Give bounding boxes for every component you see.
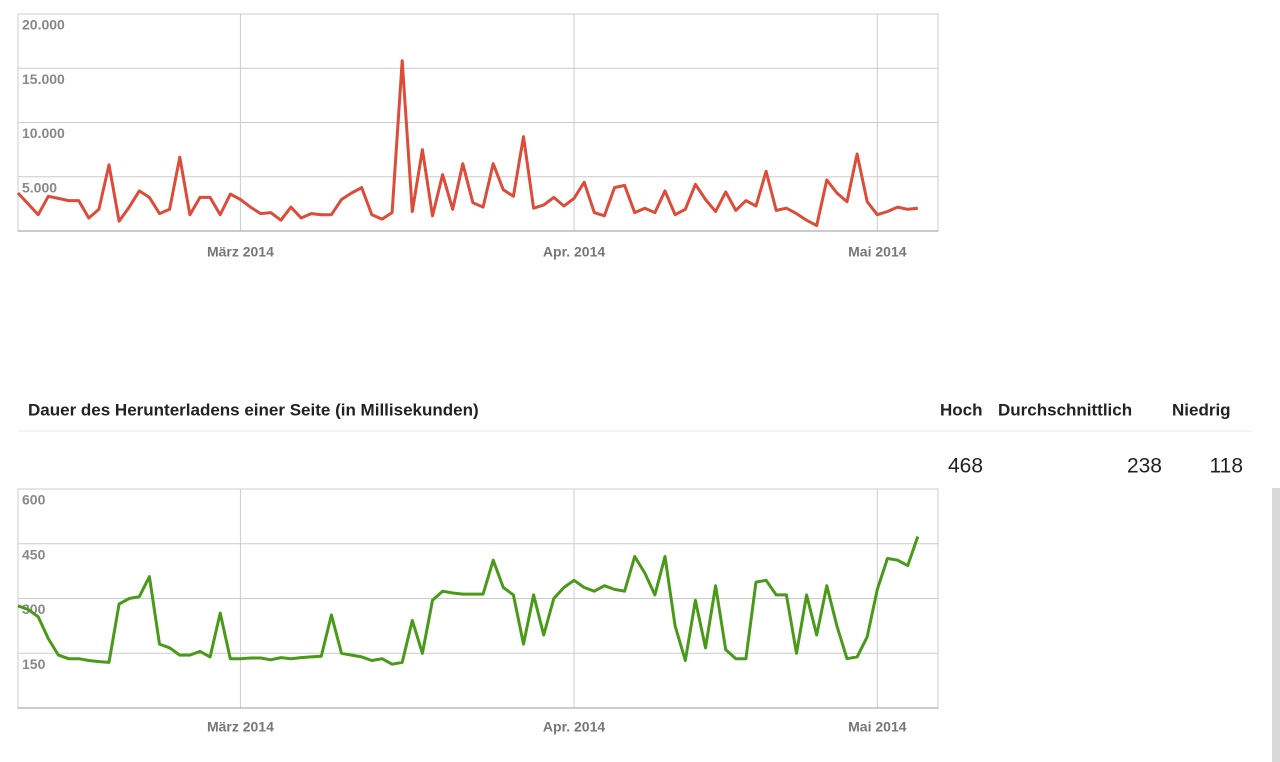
y-tick-label: 5.000	[22, 179, 57, 195]
x-tick-label: Apr. 2014	[543, 719, 605, 735]
x-tick-label: März 2014	[207, 719, 274, 735]
stat-header: Hoch	[940, 400, 983, 419]
data-line	[16, 59, 918, 228]
x-tick-label: Apr. 2014	[543, 244, 605, 260]
stat-value: 238	[1127, 455, 1162, 478]
y-tick-label: 10.000	[22, 125, 65, 141]
y-tick-label: 150	[22, 656, 46, 672]
chart-title: Dauer des Herunterladens einer Seite (in…	[28, 400, 479, 419]
x-tick-label: März 2014	[207, 244, 274, 260]
x-tick-label: Mai 2014	[848, 719, 907, 735]
scrollbar[interactable]	[1272, 488, 1280, 762]
y-tick-label: 15.000	[22, 71, 65, 87]
stat-header: Durchschnittlich	[998, 400, 1132, 419]
stat-value: 468	[948, 455, 983, 478]
stat-header: Niedrig	[1172, 400, 1231, 419]
y-tick-label: 300	[22, 601, 46, 617]
y-tick-label: 450	[22, 546, 46, 562]
y-tick-label: 20.000	[22, 17, 65, 33]
x-tick-label: Mai 2014	[848, 244, 907, 260]
stat-value: 118	[1210, 455, 1243, 478]
data-line	[17, 536, 920, 666]
y-tick-label: 600	[22, 492, 46, 508]
